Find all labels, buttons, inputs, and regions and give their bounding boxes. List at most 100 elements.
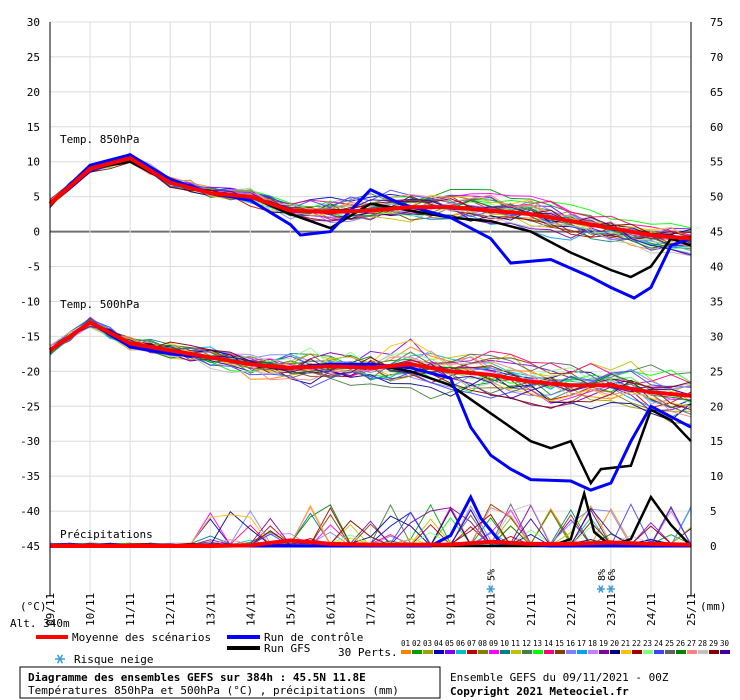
member-swatch [709, 650, 719, 654]
grid [49, 21, 692, 596]
panel-label: Précipitations [60, 528, 153, 541]
member-swatch [489, 650, 499, 654]
member-number: 16 [566, 639, 576, 648]
legend-snow-label: Risque neige [74, 653, 153, 666]
member-number: 10 [500, 639, 510, 648]
series-line-t850 [48, 153, 692, 300]
title-box [19, 666, 441, 699]
main-series [48, 153, 692, 548]
legend-perts-label: 30 Perts. [338, 646, 398, 659]
member-number: 06 [456, 639, 466, 648]
left-tick-label: 5 [33, 191, 40, 204]
left-tick-label: -40 [20, 505, 40, 518]
date-label: 24/11 [645, 593, 658, 626]
date-label: 16/11 [324, 593, 337, 626]
date-label: 11/11 [124, 593, 137, 626]
member-swatch [654, 650, 664, 654]
member-number: 07 [467, 639, 476, 648]
altitude-label: Alt. 340m [10, 617, 70, 630]
member-number: 02 [412, 639, 421, 648]
left-tick-label: -25 [20, 400, 40, 413]
member-number: 26 [676, 639, 686, 648]
member-number: 22 [632, 639, 641, 648]
date-label: 12/11 [164, 593, 177, 626]
date-label: 17/11 [365, 593, 378, 626]
right-tick-label: 25 [710, 365, 723, 378]
member-number: 25 [665, 639, 674, 648]
legend-gfs-label: Run GFS [264, 642, 310, 655]
snow-flake-icon [55, 654, 65, 664]
panel-label: Temp. 500hPa [60, 298, 139, 311]
member-number: 27 [687, 639, 696, 648]
member-swatch [456, 650, 466, 654]
member-number: 15 [555, 639, 564, 648]
right-tick-label: 45 [710, 226, 723, 239]
member-number: 05 [445, 639, 454, 648]
member-number: 21 [621, 639, 630, 648]
left-tick-label: -15 [20, 330, 40, 343]
right-tick-label: 50 [710, 191, 723, 204]
member-swatch [621, 650, 631, 654]
member-number: 08 [478, 639, 488, 648]
member-number: 14 [544, 639, 554, 648]
member-number: 17 [577, 639, 586, 648]
right-axis-unit: (mm) [700, 600, 727, 613]
member-swatch [676, 650, 686, 654]
member-line-t500 [49, 322, 692, 401]
member-number: 28 [698, 639, 708, 648]
right-tick-label: 35 [710, 295, 723, 308]
member-swatch [533, 650, 543, 654]
right-tick-label: 70 [710, 51, 723, 64]
left-tick-label: -35 [20, 470, 40, 483]
member-swatch [544, 650, 554, 654]
member-swatch [467, 650, 477, 654]
date-label: 15/11 [284, 593, 297, 626]
panel-labels: Temp. 850hPa Temp. 500hPa Précipitations [60, 133, 153, 541]
legend-mean-label: Moyenne des scénarios [72, 631, 211, 644]
left-tick-label: -5 [27, 261, 40, 274]
member-swatch [599, 650, 609, 654]
member-number: 30 [720, 639, 730, 648]
member-swatch [423, 650, 433, 654]
right-tick-label: 30 [710, 330, 723, 343]
right-tick-label: 60 [710, 121, 723, 134]
member-swatch [610, 650, 620, 654]
member-legend: 01 02 03 04 05 06 07 08 09 10 11 12 13 14 15 16 17 18 19 20… [401, 639, 730, 654]
member-number: 24 [654, 639, 664, 648]
legend-control-label: Run de contrôle [264, 631, 363, 644]
right-tick-label: 5 [710, 505, 717, 518]
member-swatch [412, 650, 422, 654]
member-number: 03 [423, 639, 432, 648]
member-swatch [566, 650, 576, 654]
member-number: 13 [533, 639, 542, 648]
left-axis-unit: (°C) [20, 600, 47, 613]
member-swatch [588, 650, 598, 654]
member-swatch [522, 650, 532, 654]
member-number: 29 [709, 639, 718, 648]
member-number: 23 [643, 639, 652, 648]
right-tick-label: 75 [710, 16, 723, 29]
right-tick-label: 10 [710, 470, 723, 483]
left-tick-label: 15 [27, 121, 40, 134]
right-tick-label: 15 [710, 435, 723, 448]
right-tick-label: 20 [710, 400, 723, 413]
right-tick-label: 40 [710, 261, 723, 274]
series-line-t850 [48, 156, 692, 241]
date-label: 19/11 [445, 593, 458, 626]
right-tick-label: 55 [710, 156, 723, 169]
member-swatch [665, 650, 675, 654]
member-line-t500 [49, 318, 692, 415]
date-label: 10/11 [84, 593, 97, 626]
chart-title: Diagramme des ensembles GEFS sur 384h : … [28, 671, 366, 684]
right-tick-label: 0 [710, 540, 717, 553]
member-swatch [445, 650, 455, 654]
member-swatch [434, 650, 444, 654]
snow-risk-label: 8% [597, 569, 608, 581]
member-swatch [401, 650, 411, 654]
member-swatch [478, 650, 488, 654]
panel-label: Temp. 850hPa [60, 133, 139, 146]
member-number: 20 [610, 639, 620, 648]
snow-risk-icon [486, 585, 495, 593]
